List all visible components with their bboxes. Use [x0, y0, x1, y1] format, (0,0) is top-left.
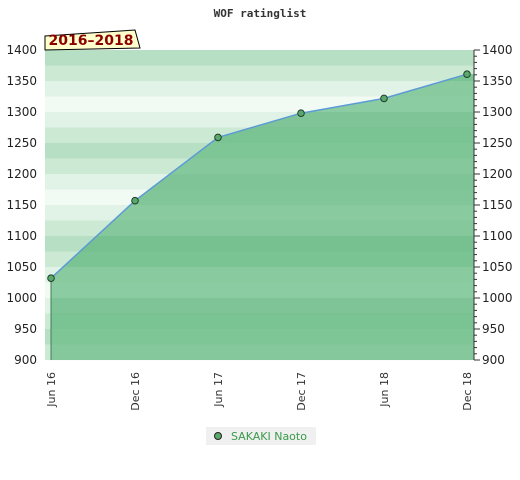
y-axis-left: 900 950 1000 1050 1100 1150 1200 1250 1300 1350 14… [6, 43, 37, 367]
legend[interactable]: SAKAKI Naoto [206, 427, 316, 445]
x-tick-label: Jun 17 [212, 372, 225, 408]
x-axis: Jun 16 Dec 16 Jun 17 Dec 17 Jun 18 Dec 18 [45, 372, 474, 411]
y-tick-label-left: 1100 [6, 229, 37, 243]
area-fill [51, 74, 474, 360]
period-badge: 2016–2018 [44, 29, 141, 51]
y-tick-label-right: 1250 [482, 136, 513, 150]
y-tick-label-left: 1050 [6, 260, 37, 274]
x-tick-label: Jun 16 [45, 372, 58, 408]
y-tick-label-right: 1150 [482, 198, 513, 212]
y-tick-label-left: 1200 [6, 167, 37, 181]
y-tick-label-left: 1150 [6, 198, 37, 212]
y-tick-label-right: 1000 [482, 291, 513, 305]
y-tick-label-right: 1350 [482, 74, 513, 88]
data-point[interactable] [214, 133, 222, 142]
data-point[interactable] [380, 94, 388, 103]
y-tick-label-left: 1350 [6, 74, 37, 88]
area-shade-band [51, 251, 474, 268]
area-shade-band [51, 298, 474, 314]
y-tick-label-right: 1300 [482, 105, 513, 119]
y-tick-label-left: 900 [14, 353, 37, 367]
data-point[interactable] [297, 109, 305, 117]
y-tick-label-right: 900 [482, 353, 505, 367]
data-point[interactable] [131, 196, 139, 205]
area-shade-band [51, 313, 474, 330]
x-tick-label: Dec 18 [461, 372, 474, 411]
y-tick-label-right: 1200 [482, 167, 513, 181]
y-tick-label-right: 1050 [482, 260, 513, 274]
series-markers [47, 70, 471, 283]
y-tick-label-left: 1000 [6, 291, 37, 305]
y-tick-label-left: 1250 [6, 136, 37, 150]
x-tick-label: Jun 18 [378, 372, 391, 408]
series-line [50, 73, 468, 279]
background-band [45, 81, 474, 97]
y-tick-label-right: 1400 [482, 43, 513, 57]
y-tick-label-right: 1100 [482, 229, 513, 243]
x-tick-label: Dec 16 [129, 372, 142, 411]
background-band [45, 65, 474, 82]
y-tick-label-left: 1400 [6, 43, 37, 57]
legend-marker-icon [214, 432, 222, 440]
data-point[interactable] [463, 70, 471, 78]
chart-title: WOF ratinglist [214, 7, 307, 20]
y-tick-label-left: 1300 [6, 105, 37, 119]
area-shade-band [51, 189, 474, 206]
y-tick-label-right: 950 [482, 322, 505, 336]
y-tick-label-left: 950 [14, 322, 37, 336]
period-label: 2016–2018 [49, 33, 134, 49]
data-point[interactable] [47, 274, 55, 283]
legend-label: SAKAKI Naoto [231, 430, 307, 443]
y-axis-right: 900 950 1000 1050 1100 1150 1200 1250 1300 1350 14… [473, 43, 513, 367]
x-tick-label: Dec 17 [295, 372, 308, 411]
background-band [45, 50, 474, 66]
area-shade-band [51, 236, 474, 252]
